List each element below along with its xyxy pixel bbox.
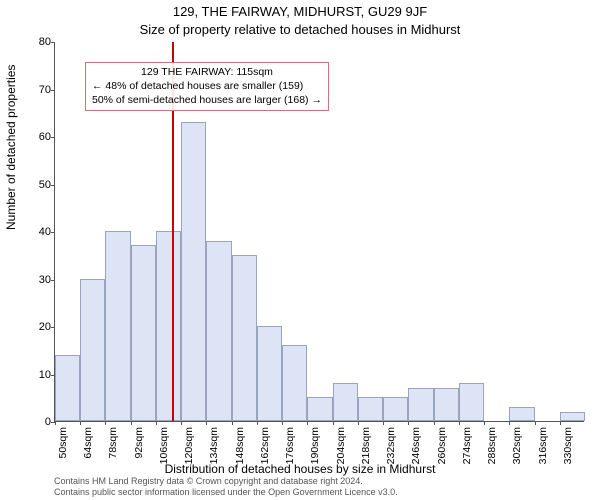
y-tick-mark <box>51 137 55 138</box>
x-tick-label: 50sqm <box>57 427 69 459</box>
histogram-bar <box>206 241 231 422</box>
x-tick-mark <box>55 421 56 425</box>
x-tick-mark <box>282 421 283 425</box>
y-axis-label: Number of detached properties <box>4 65 18 230</box>
x-tick-label: 330sqm <box>562 427 574 464</box>
x-tick-label: 204sqm <box>335 427 347 464</box>
x-tick-mark <box>358 421 359 425</box>
x-tick-mark <box>509 421 510 425</box>
x-tick-mark <box>80 421 81 425</box>
y-tick-mark <box>51 232 55 233</box>
x-tick-mark <box>484 421 485 425</box>
x-tick-mark <box>232 421 233 425</box>
histogram-bar <box>333 383 358 421</box>
x-tick-label: 64sqm <box>82 427 94 459</box>
y-tick-label: 20 <box>39 321 51 333</box>
histogram-bar <box>307 397 332 421</box>
x-axis-label: Distribution of detached houses by size … <box>0 462 600 476</box>
x-tick-label: 134sqm <box>208 427 220 464</box>
histogram-bar <box>232 255 257 421</box>
x-tick-label: 218sqm <box>360 427 372 464</box>
footer-line-2: Contains public sector information licen… <box>54 487 398 498</box>
x-tick-mark <box>434 421 435 425</box>
x-tick-label: 162sqm <box>259 427 271 464</box>
y-tick-mark <box>51 327 55 328</box>
histogram-bar <box>181 122 206 421</box>
annotation-box: 129 THE FAIRWAY: 115sqm← 48% of detached… <box>85 62 329 111</box>
histogram-bar <box>408 388 433 421</box>
x-tick-label: 316sqm <box>537 427 549 464</box>
x-tick-label: 176sqm <box>284 427 296 464</box>
histogram-bar <box>358 397 383 421</box>
x-tick-mark <box>560 421 561 425</box>
y-tick-label: 10 <box>39 369 51 381</box>
histogram-bar <box>459 383 484 421</box>
y-tick-mark <box>51 185 55 186</box>
histogram-bar <box>434 388 459 421</box>
annotation-line: 50% of semi-detached houses are larger (… <box>92 93 322 107</box>
histogram-bar <box>131 245 156 421</box>
x-tick-mark <box>257 421 258 425</box>
x-tick-mark <box>535 421 536 425</box>
x-tick-mark <box>131 421 132 425</box>
y-tick-label: 60 <box>39 131 51 143</box>
y-tick-label: 30 <box>39 274 51 286</box>
y-tick-mark <box>51 90 55 91</box>
histogram-bar <box>156 231 181 421</box>
page-subtitle: Size of property relative to detached ho… <box>0 22 600 37</box>
page-title: 129, THE FAIRWAY, MIDHURST, GU29 9JF <box>0 4 600 19</box>
histogram-bar <box>383 397 408 421</box>
x-tick-label: 288sqm <box>486 427 498 464</box>
footer-credits: Contains HM Land Registry data © Crown c… <box>54 476 398 498</box>
histogram-bar <box>282 345 307 421</box>
x-tick-label: 274sqm <box>461 427 473 464</box>
histogram-bar <box>257 326 282 421</box>
x-tick-label: 260sqm <box>436 427 448 464</box>
x-tick-mark <box>333 421 334 425</box>
x-tick-mark <box>105 421 106 425</box>
histogram-bar <box>560 412 585 422</box>
x-tick-mark <box>181 421 182 425</box>
y-tick-label: 70 <box>39 84 51 96</box>
x-tick-label: 246sqm <box>410 427 422 464</box>
histogram-bar <box>80 279 105 422</box>
x-tick-mark <box>383 421 384 425</box>
x-tick-mark <box>206 421 207 425</box>
histogram-bar <box>55 355 80 422</box>
x-tick-label: 190sqm <box>309 427 321 464</box>
y-tick-label: 50 <box>39 179 51 191</box>
x-tick-label: 78sqm <box>107 427 119 459</box>
x-tick-mark <box>408 421 409 425</box>
histogram-bar <box>105 231 130 421</box>
footer-line-1: Contains HM Land Registry data © Crown c… <box>54 476 398 487</box>
histogram-chart: 0102030405060708050sqm64sqm78sqm92sqm106… <box>54 42 584 422</box>
y-tick-label: 40 <box>39 226 51 238</box>
y-tick-mark <box>51 280 55 281</box>
annotation-line: ← 48% of detached houses are smaller (15… <box>92 79 322 93</box>
y-tick-mark <box>51 42 55 43</box>
x-tick-label: 302sqm <box>511 427 523 464</box>
histogram-bar <box>509 407 534 421</box>
x-tick-label: 120sqm <box>183 427 195 464</box>
y-tick-label: 80 <box>39 36 51 48</box>
x-tick-label: 92sqm <box>133 427 145 459</box>
annotation-line: 129 THE FAIRWAY: 115sqm <box>92 65 322 79</box>
x-tick-label: 106sqm <box>158 427 170 464</box>
x-tick-mark <box>307 421 308 425</box>
x-tick-mark <box>156 421 157 425</box>
x-tick-label: 232sqm <box>385 427 397 464</box>
x-tick-mark <box>459 421 460 425</box>
x-tick-label: 148sqm <box>234 427 246 464</box>
